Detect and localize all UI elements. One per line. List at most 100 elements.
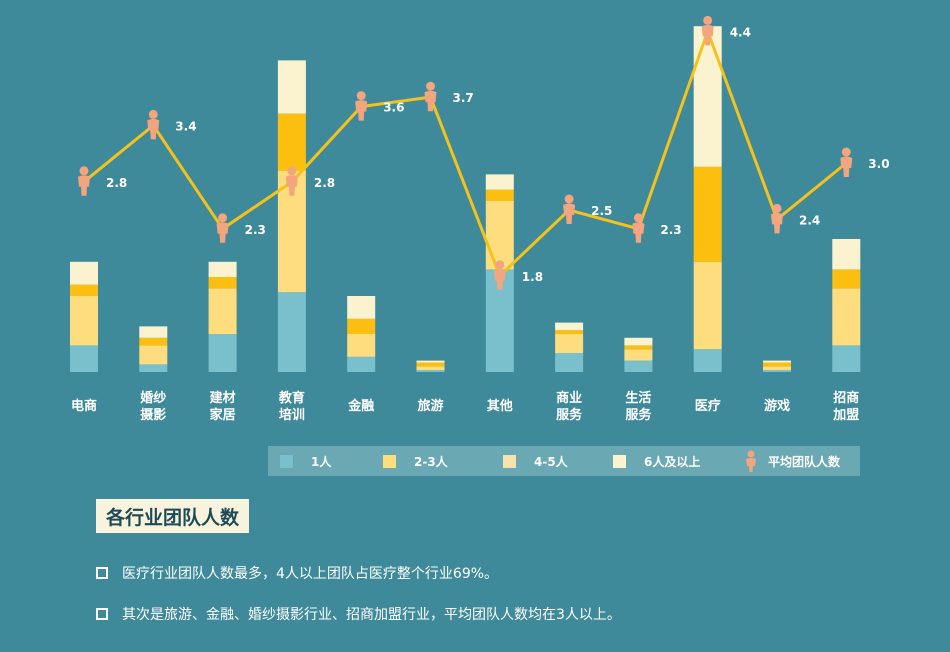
bullet-icon: [96, 567, 108, 579]
bar-segment-1: [416, 370, 445, 372]
person-marker-icon: [78, 166, 90, 196]
bar-segment-1: [624, 360, 653, 372]
bar-segment-4: [693, 26, 722, 167]
bullet-icon: [96, 608, 108, 620]
person-marker-icon: [840, 147, 853, 177]
bar-segment-4: [416, 360, 445, 363]
person-marker-icon: [216, 213, 229, 243]
bar-segment-1: [555, 353, 584, 372]
value-label: 2.3: [660, 223, 681, 237]
category-label: 教育培训: [278, 390, 305, 423]
category-label: 商业服务: [556, 390, 583, 423]
legend-item-4: 6人及以上: [613, 453, 700, 470]
person-marker-icon: [701, 15, 714, 46]
average-line: [83, 26, 848, 279]
legend-label-4: 6人及以上: [644, 454, 701, 469]
value-label: 4.4: [730, 25, 751, 39]
category-label: 生活服务: [625, 390, 652, 423]
bar-segment-2: [347, 334, 376, 357]
category-label: 建材家居: [210, 390, 236, 423]
bar-segment-2: [832, 288, 861, 346]
bar-segment-3: [763, 362, 791, 367]
note-text-2: 其次是旅游、金融、婚纱摄影行业、招商加盟行业，平均团队人数均在3人以上。: [122, 607, 621, 623]
bar-segment-1: [693, 349, 722, 372]
bar-segment-4: [763, 360, 791, 363]
category-labels: 电商 婚纱摄影 建材家居 教育培训 金融 旅游 其他 商业服务 生活服务 医疗 游戏 招商加盟: [71, 390, 859, 423]
bar-segment-4: [70, 261, 98, 285]
bar-segment-4: [555, 322, 584, 331]
person-icon: [746, 450, 756, 472]
person-marker-icon: [632, 213, 645, 243]
legend-label-3: 4-5人: [534, 454, 568, 469]
bar-segment-1: [208, 334, 237, 372]
bar-segment-3: [208, 277, 237, 289]
bar-segment-4: [277, 60, 306, 114]
bar-segment-3: [485, 189, 514, 201]
legend-item-3: 4-5人: [503, 453, 568, 470]
value-label: 3.4: [175, 119, 196, 133]
legend: 1人 2-3人 4-5人 6人及以上 平均团队人数: [268, 446, 860, 476]
value-label: 2.8: [106, 176, 127, 190]
bar-segment-2: [416, 366, 445, 371]
value-label: 3.7: [453, 91, 474, 105]
person-marker-icon: [424, 81, 437, 112]
bar-segment-3: [347, 318, 376, 334]
person-marker-icon: [285, 166, 298, 196]
legend-swatch-1: [280, 454, 293, 468]
bar-segment-3: [277, 113, 306, 171]
bar-segment-3: [70, 284, 98, 296]
bar-segment-2: [555, 334, 584, 353]
bar-segment-3: [139, 337, 168, 346]
person-marker-icon: [147, 109, 160, 140]
category-label: 医疗: [695, 398, 721, 414]
person-marker-icon: [355, 91, 368, 121]
bar-segment-1: [347, 356, 376, 372]
value-label: 3.0: [868, 157, 889, 171]
value-label: 1.8: [522, 270, 543, 284]
value-label: 3.6: [383, 101, 404, 115]
legend-swatch-4: [613, 454, 626, 468]
category-label: 金融: [347, 398, 374, 414]
value-label: 2.4: [799, 213, 820, 227]
value-label: 2.5: [591, 204, 612, 218]
legend-item-2: 2-3人: [383, 453, 448, 470]
value-label: 2.3: [245, 223, 266, 237]
category-label: 婚纱摄影: [140, 390, 166, 423]
bar-segment-3: [832, 269, 861, 289]
bar-segment-4: [347, 296, 376, 319]
category-label: 电商: [71, 398, 97, 414]
bar-segment-3: [416, 362, 445, 367]
category-label: 旅游: [417, 398, 443, 414]
note-text-1: 医疗行业团队人数最多，4人以上团队占医疗整个行业69%。: [122, 566, 499, 582]
bars-layer: [70, 26, 861, 372]
legend-swatch-3: [503, 454, 516, 468]
category-label: 其他: [487, 398, 513, 414]
bar-segment-1: [70, 345, 98, 372]
value-label: 2.8: [314, 176, 335, 190]
legend-label-1: 1人: [311, 454, 332, 469]
category-label: 招商加盟: [832, 390, 859, 423]
bar-segment-3: [624, 345, 653, 350]
bar-segment-1: [832, 345, 861, 372]
bar-segment-4: [139, 326, 168, 338]
bar-segment-1: [277, 292, 306, 372]
bar-segment-4: [624, 337, 653, 346]
bar-segment-3: [555, 330, 584, 334]
bar-segment-4: [208, 261, 237, 277]
note-1: 医疗行业团队人数最多，4人以上团队占医疗整个行业69%。: [96, 563, 498, 583]
bar-segment-2: [70, 296, 98, 346]
bar-segment-3: [693, 166, 722, 262]
bar-segment-2: [139, 345, 168, 365]
legend-swatch-2: [383, 454, 396, 468]
bar-segment-2: [763, 366, 791, 371]
bar-segment-2: [208, 288, 237, 334]
section-title: 各行业团队人数: [96, 499, 250, 533]
note-2: 其次是旅游、金融、婚纱摄影行业、招商加盟行业，平均团队人数均在3人以上。: [96, 604, 621, 624]
person-marker-icon: [493, 260, 506, 290]
bar-segment-1: [763, 370, 791, 372]
person-marker-icon: [771, 203, 783, 234]
legend-item-5: 平均团队人数: [744, 450, 840, 472]
person-marker-icon: [563, 194, 576, 224]
bar-segment-4: [485, 174, 514, 190]
category-label: 游戏: [764, 398, 790, 414]
